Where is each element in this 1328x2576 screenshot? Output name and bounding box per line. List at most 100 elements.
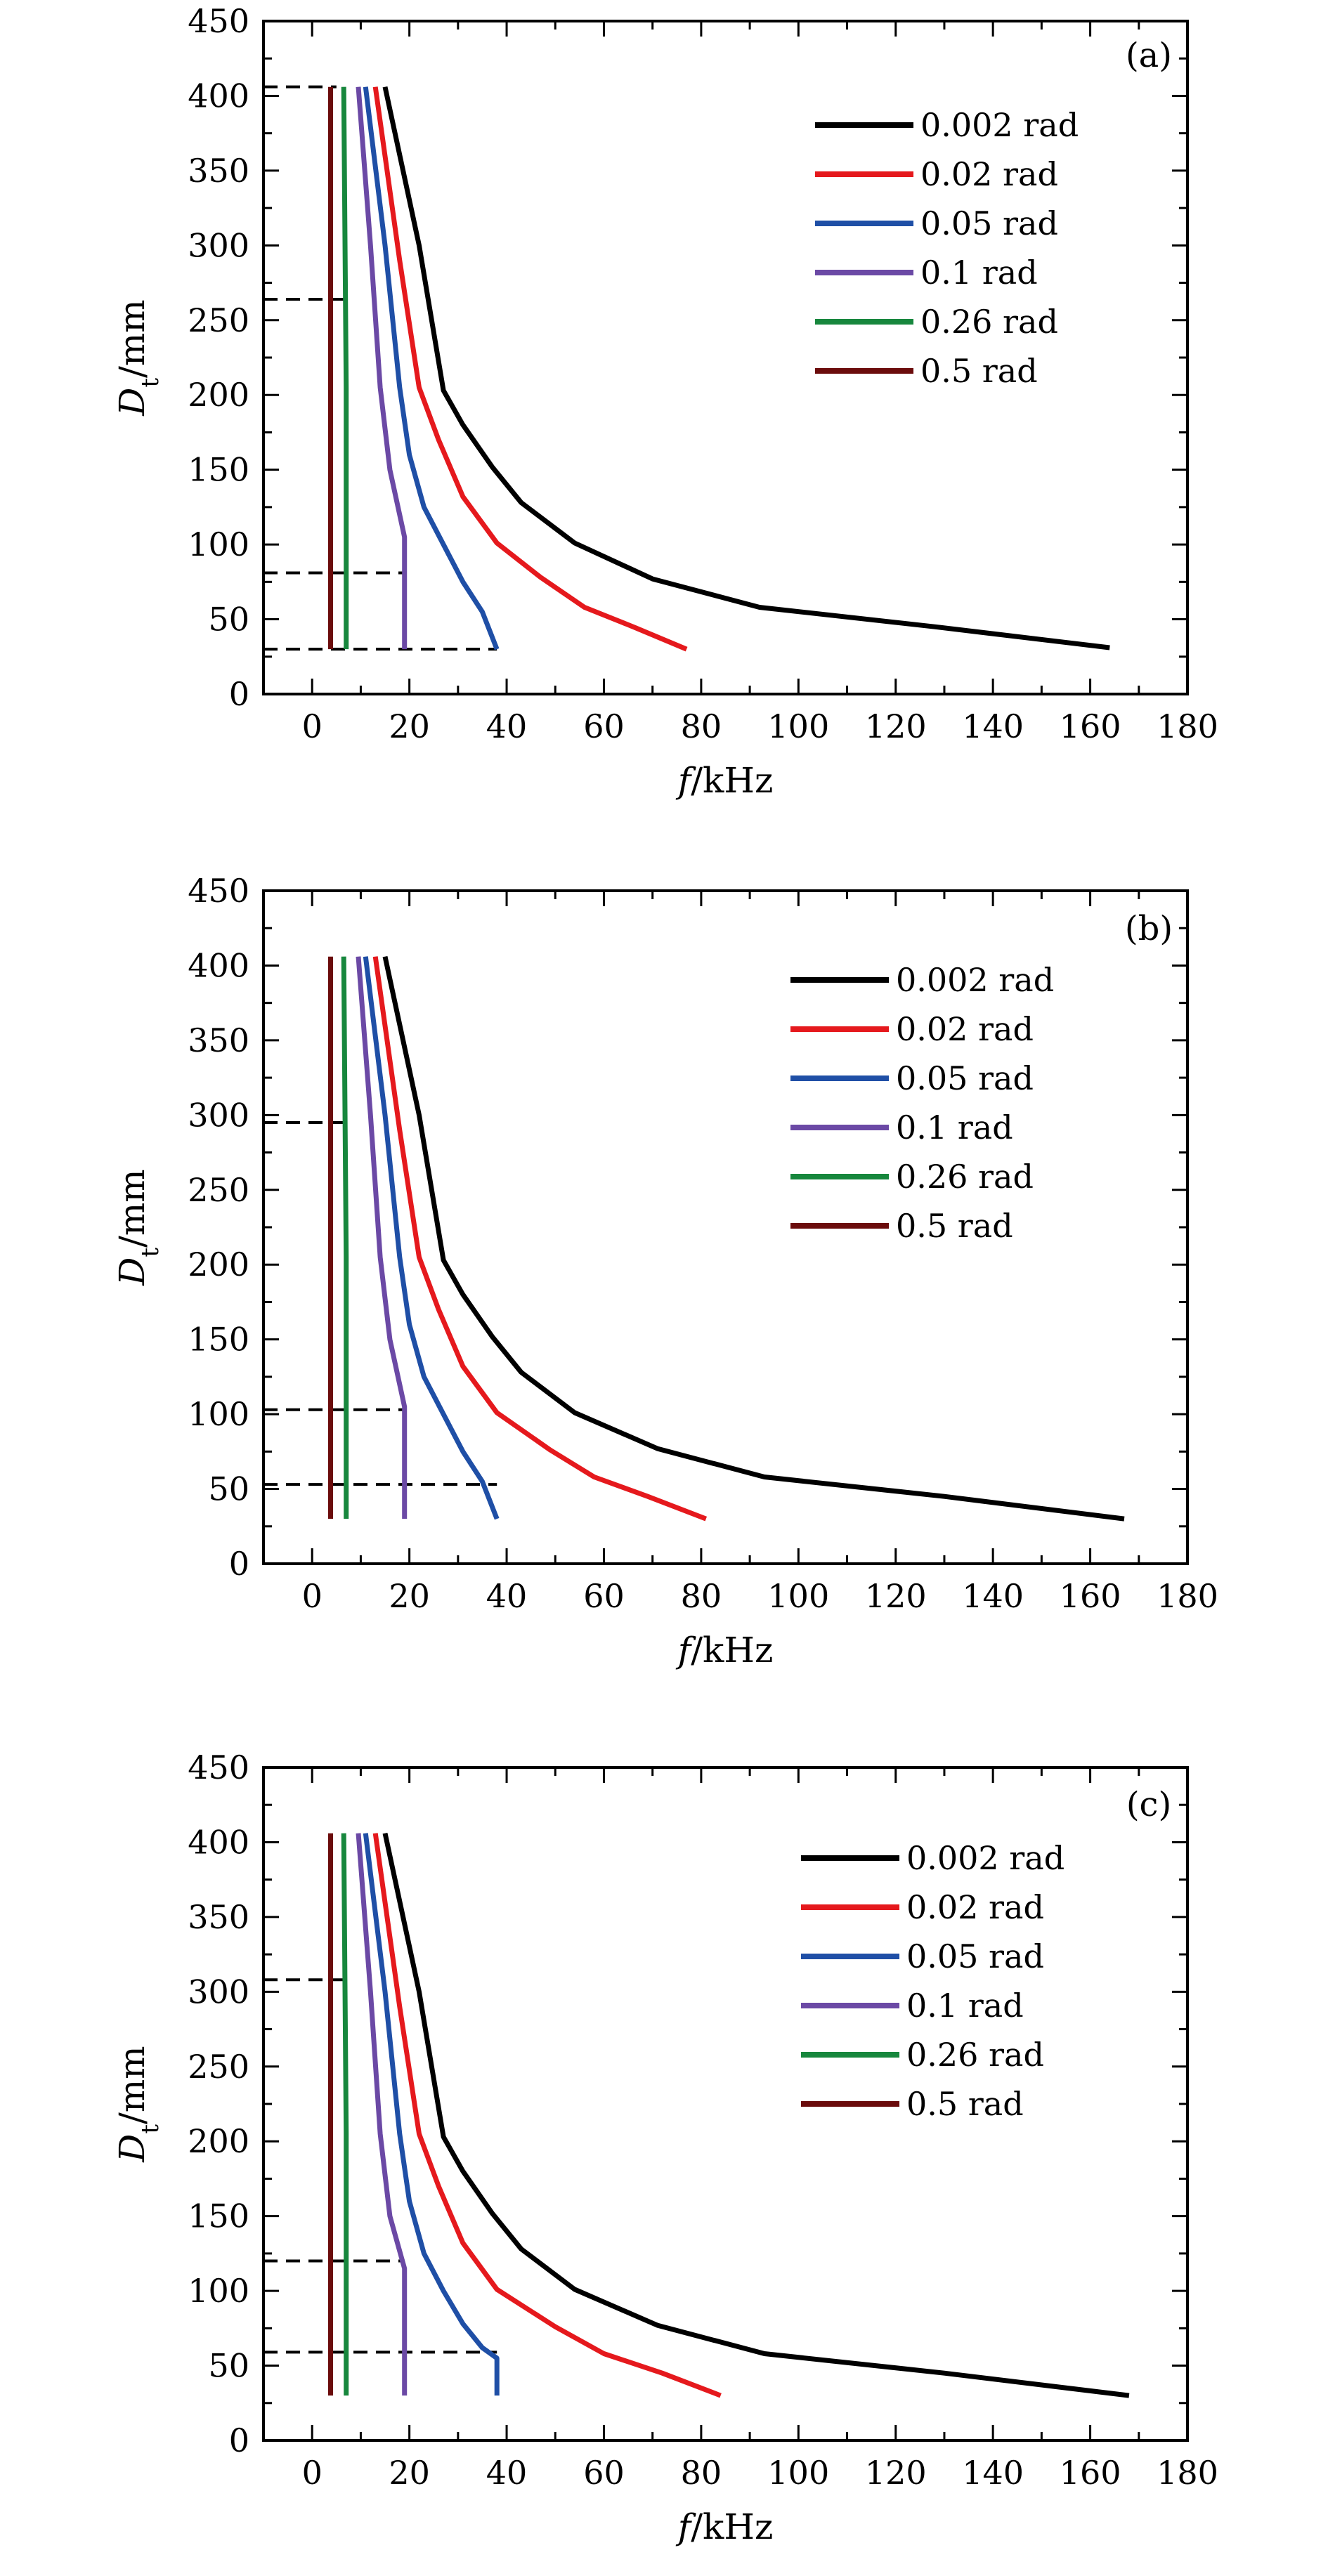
y-tick-label: 300: [188, 1096, 249, 1134]
x-axis-title: f/kHz: [675, 760, 774, 801]
x-tick-label: 140: [962, 1577, 1024, 1615]
y-tick-label: 150: [188, 1321, 249, 1359]
series-line: [372, 86, 688, 652]
series-line: [382, 955, 1125, 1522]
x-tick-label: 180: [1157, 707, 1218, 745]
x-tick-label: 140: [962, 2454, 1024, 2492]
x-axis-title: f/kHz: [675, 2506, 774, 2547]
y-tick-label: 450: [188, 2, 249, 40]
y-tick-label: 0: [229, 1545, 249, 1583]
x-tick-label: 80: [681, 1577, 722, 1615]
x-axis-unit: /kHz: [691, 2506, 773, 2547]
x-tick-label: 20: [389, 1577, 430, 1615]
x-tick-label: 160: [1060, 707, 1121, 745]
legend-label: 0.26 rad: [906, 2036, 1044, 2074]
y-tick-label: 0: [229, 675, 249, 713]
y-tick-label: 400: [188, 946, 249, 984]
y-tick-label: 150: [188, 451, 249, 489]
y-tick-label: 350: [188, 1021, 249, 1059]
y-tick-label: 300: [188, 1973, 249, 2011]
y-tick-label: 350: [188, 152, 249, 190]
y-tick-label: 350: [188, 1898, 249, 1936]
panel-label: (b): [1125, 909, 1173, 948]
y-axis-subscript: t: [136, 1248, 164, 1257]
panel-label: (a): [1126, 36, 1172, 75]
y-axis-title: Dt/mm: [112, 299, 164, 416]
y-tick-label: 50: [208, 2347, 249, 2385]
x-axis-unit: /kHz: [691, 1630, 773, 1671]
legend-label: 0.26 rad: [920, 303, 1058, 341]
series-line: [363, 956, 500, 1520]
y-tick-label: 400: [188, 77, 249, 115]
series-line: [382, 86, 1110, 650]
y-tick-label: 100: [188, 2272, 249, 2310]
x-tick-label: 0: [302, 2454, 323, 2492]
legend-label: 0.1 rad: [896, 1109, 1013, 1146]
y-tick-label: 300: [188, 226, 249, 264]
x-tick-label: 140: [962, 707, 1024, 745]
x-tick-label: 120: [865, 707, 927, 745]
x-tick-label: 80: [681, 707, 722, 745]
y-tick-label: 250: [188, 2048, 249, 2086]
series-line: [356, 86, 408, 650]
legend-label: 0.1 rad: [906, 1987, 1024, 2025]
y-tick-label: 450: [188, 1748, 249, 1786]
series-line: [341, 956, 349, 1519]
y-tick-label: 400: [188, 1823, 249, 1861]
x-tick-label: 60: [583, 1577, 625, 1615]
x-tick-label: 160: [1060, 2454, 1121, 2492]
y-axis-symbol: D: [112, 1257, 152, 1286]
series-line: [363, 1833, 500, 2396]
legend-label: 0.02 rad: [896, 1010, 1034, 1048]
x-tick-label: 100: [767, 707, 829, 745]
legend-label: 0.002 rad: [906, 1839, 1065, 1877]
y-axis-title: Dt/mm: [112, 1169, 164, 1286]
x-tick-label: 40: [486, 707, 528, 745]
x-tick-label: 160: [1060, 1577, 1121, 1615]
series-line: [341, 86, 349, 650]
x-tick-label: 180: [1157, 2454, 1218, 2492]
x-tick-label: 180: [1157, 1577, 1218, 1615]
series-line: [356, 1833, 408, 2396]
legend-label: 0.1 rad: [920, 254, 1038, 292]
x-tick-label: 40: [486, 2454, 528, 2492]
legend-label: 0.26 rad: [896, 1158, 1034, 1196]
y-axis-symbol: D: [112, 2134, 152, 2163]
y-tick-label: 250: [188, 1171, 249, 1209]
legend-label: 0.002 rad: [920, 106, 1079, 144]
legend-label: 0.5 rad: [920, 352, 1038, 390]
x-tick-label: 100: [767, 1577, 829, 1615]
y-tick-label: 200: [188, 1245, 249, 1283]
legend-label: 0.02 rad: [920, 155, 1058, 193]
x-axis-title: f/kHz: [675, 1630, 774, 1671]
y-tick-label: 450: [188, 872, 249, 910]
x-tick-label: 100: [767, 2454, 829, 2492]
y-tick-label: 0: [229, 2421, 249, 2459]
y-tick-label: 150: [188, 2197, 249, 2235]
panel-label: (c): [1126, 1785, 1171, 1824]
x-tick-label: 20: [389, 707, 430, 745]
y-axis-subscript: t: [136, 2124, 164, 2134]
chart-panel: 0 20 40 60 80 100 120 140 160 180 0 50 100 150 200 250 3…: [112, 1748, 1218, 2547]
series-line: [372, 1833, 722, 2398]
y-axis-title: Dt/mm: [112, 2046, 164, 2162]
x-tick-label: 120: [865, 1577, 927, 1615]
series-line: [372, 956, 708, 1522]
x-tick-label: 60: [583, 2454, 625, 2492]
x-tick-label: 20: [389, 2454, 430, 2492]
x-tick-label: 0: [302, 707, 323, 745]
y-axis-unit: /mm: [112, 2046, 152, 2124]
legend-label: 0.5 rad: [896, 1207, 1013, 1245]
y-tick-label: 200: [188, 376, 249, 414]
series-line: [363, 86, 500, 650]
legend-label: 0.002 rad: [896, 961, 1054, 999]
series-line: [341, 1833, 349, 2396]
x-tick-label: 80: [681, 2454, 722, 2492]
y-tick-label: 100: [188, 525, 249, 563]
y-tick-label: 50: [208, 601, 249, 639]
legend-label: 0.05 rad: [906, 1937, 1044, 1975]
chart-panel: 0 20 40 60 80 100 120 140 160 180 0 50 100 150 200 250 3…: [112, 2, 1218, 801]
x-tick-label: 120: [865, 2454, 927, 2492]
